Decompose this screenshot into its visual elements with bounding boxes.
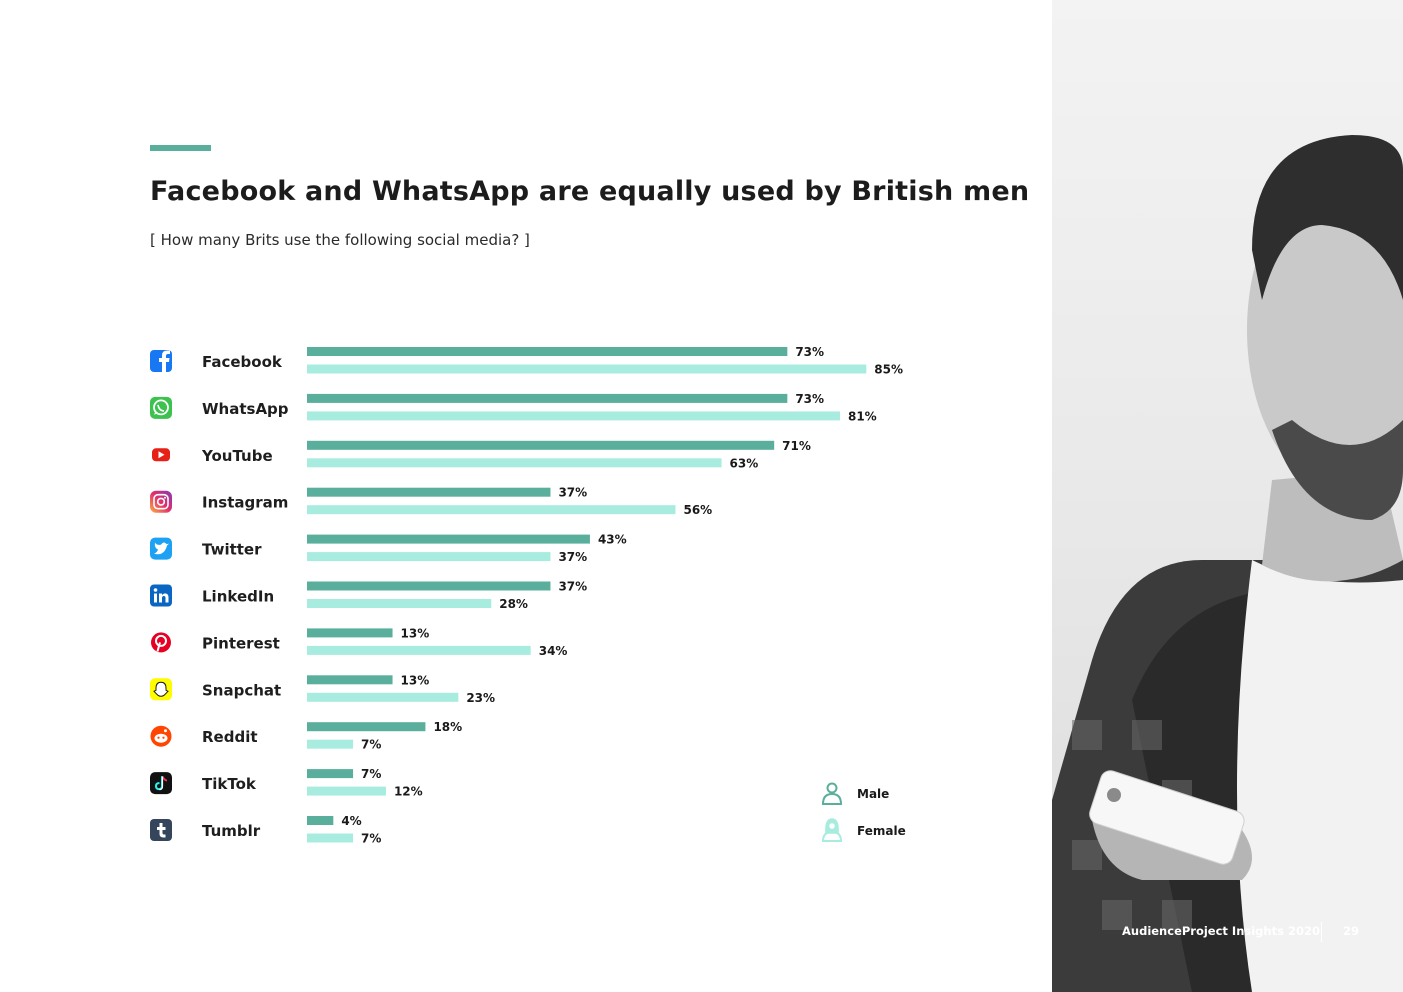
male-bar-pinterest — [307, 628, 393, 638]
male-value-label-tiktok: 7% — [361, 767, 381, 781]
male-value-label-reddit: 18% — [433, 720, 462, 734]
page-number: 29 — [1343, 924, 1360, 938]
female-bar-snapchat — [307, 692, 459, 702]
platform-label-instagram: Instagram — [202, 494, 288, 512]
title-accent-bar — [150, 145, 211, 151]
twitter-icon — [150, 537, 172, 560]
platform-label-linkedin: LinkedIn — [202, 588, 274, 606]
male-bar-facebook — [307, 347, 788, 356]
facebook-icon — [150, 350, 172, 372]
female-bar-pinterest — [307, 645, 531, 655]
platform-label-twitter: Twitter — [202, 541, 262, 559]
instagram-icon — [150, 490, 172, 513]
male-value-label-snapchat: 13% — [401, 673, 430, 687]
pinterest-icon — [151, 632, 171, 653]
female-bar-youtube — [307, 458, 722, 468]
whatsapp-icon — [150, 396, 172, 419]
male-bar-tumblr — [307, 816, 334, 825]
male-value-label-pinterest: 13% — [401, 626, 430, 640]
male-bar-snapchat — [307, 675, 393, 685]
social-media-usage-chart: Facebook 73% 85% WhatsApp 73% 81% YouTube 71% 63… — [150, 345, 906, 846]
tumblr-icon — [150, 819, 172, 841]
female-value-label-whatsapp: 81% — [848, 409, 877, 423]
male-value-label-linkedin: 37% — [558, 580, 587, 594]
female-value-label-reddit: 7% — [361, 738, 381, 752]
platform-label-pinterest: Pinterest — [202, 634, 280, 652]
female-value-label-instagram: 56% — [683, 503, 712, 517]
snapchat-icon — [150, 678, 172, 701]
female-bar-reddit — [307, 739, 354, 749]
female-value-label-tumblr: 7% — [361, 832, 381, 846]
female-bar-whatsapp — [307, 411, 840, 421]
page-title: Facebook and WhatsApp are equally used b… — [150, 176, 1030, 207]
female-bar-facebook — [307, 364, 867, 374]
female-value-label-snapchat: 23% — [466, 691, 495, 705]
female-bar-tiktok — [307, 786, 386, 796]
legend-label-female: Female — [857, 824, 906, 838]
male-value-label-youtube: 71% — [782, 439, 811, 453]
platform-label-tiktok: TikTok — [202, 775, 257, 793]
platform-label-tumblr: Tumblr — [202, 822, 261, 840]
male-value-label-instagram: 37% — [558, 486, 587, 500]
male-value-label-twitter: 43% — [598, 533, 627, 547]
female-value-label-pinterest: 34% — [539, 644, 568, 658]
legend-label-male: Male — [857, 787, 889, 801]
platform-label-whatsapp: WhatsApp — [202, 400, 289, 418]
reddit-icon — [150, 725, 172, 747]
male-bar-instagram — [307, 487, 551, 497]
female-bar-twitter — [307, 552, 551, 562]
male-bar-twitter — [307, 534, 590, 544]
male-bar-youtube — [307, 440, 775, 450]
female-bar-instagram — [307, 505, 676, 515]
female-value-label-facebook: 85% — [874, 363, 903, 377]
man-with-phone-photo — [1052, 0, 1403, 992]
youtube-icon — [152, 448, 170, 462]
male-value-label-tumblr: 4% — [341, 814, 361, 828]
platform-label-reddit: Reddit — [202, 728, 258, 746]
female-bar-linkedin — [307, 599, 492, 608]
footer-brand: AudienceProject Insights 2020 — [1122, 924, 1320, 938]
male-bar-reddit — [307, 722, 426, 732]
footer-divider — [1321, 922, 1322, 942]
female-icon — [821, 818, 843, 842]
female-value-label-tiktok: 12% — [394, 785, 423, 799]
female-value-label-youtube: 63% — [730, 456, 759, 470]
male-bar-linkedin — [307, 581, 551, 591]
tiktok-icon — [150, 772, 172, 795]
page-subtitle: [ How many Brits use the following socia… — [150, 231, 530, 249]
male-value-label-whatsapp: 73% — [795, 392, 824, 406]
photo-illustration — [1052, 135, 1403, 992]
linkedin-icon — [150, 584, 172, 607]
platform-label-snapchat: Snapchat — [202, 681, 281, 699]
male-value-label-facebook: 73% — [795, 345, 824, 359]
platform-label-facebook: Facebook — [202, 353, 283, 371]
platform-label-youtube: YouTube — [201, 447, 273, 465]
female-bar-tumblr — [307, 833, 354, 843]
female-value-label-linkedin: 28% — [499, 597, 528, 611]
male-bar-tiktok — [307, 769, 354, 779]
male-bar-whatsapp — [307, 393, 788, 403]
female-value-label-twitter: 37% — [558, 550, 587, 564]
male-icon — [821, 782, 843, 805]
